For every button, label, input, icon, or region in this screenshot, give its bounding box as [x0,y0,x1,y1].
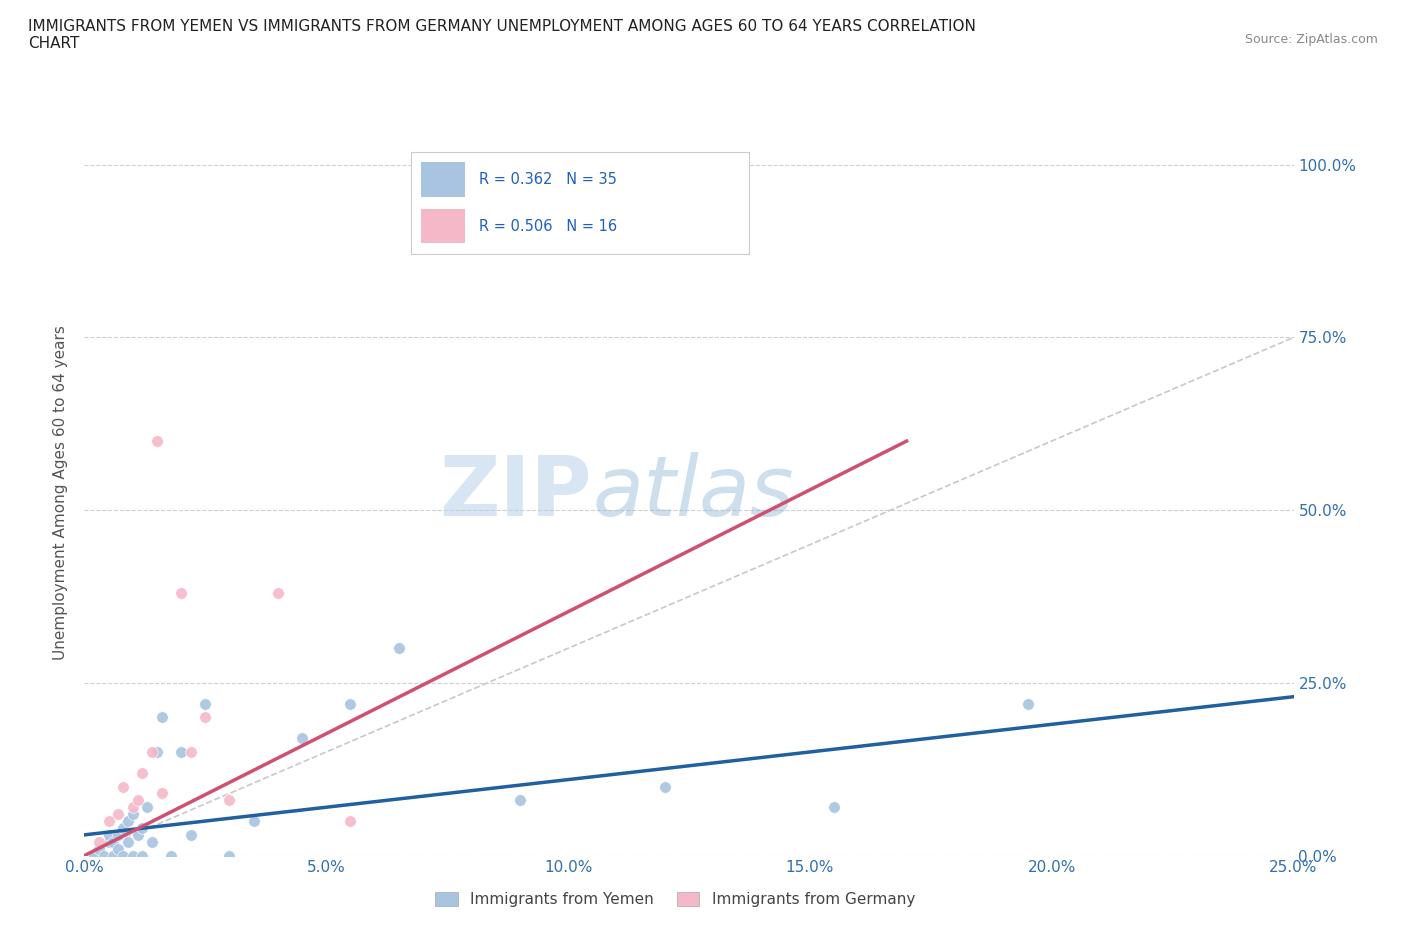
Point [117,834,139,849]
Point [83,848,105,863]
Point [127,828,149,843]
Point [141,745,163,760]
Point [107,828,129,843]
Text: Source: ZipAtlas.com: Source: ZipAtlas.com [1244,33,1378,46]
Legend: Immigrants from Yemen, Immigrants from Germany: Immigrants from Yemen, Immigrants from G… [429,885,921,913]
Point [112,848,135,863]
Point [150,710,173,724]
Point [146,745,169,760]
Text: ZIP: ZIP [440,452,592,534]
Text: atlas: atlas [592,452,794,534]
Point [170,745,193,760]
Point [180,745,202,760]
Point [180,828,202,843]
Point [107,806,129,821]
Point [509,793,531,808]
Point [112,820,135,835]
Point [131,848,153,863]
Point [823,800,845,815]
Point [121,806,143,821]
Point [117,814,139,829]
Point [87,834,110,849]
Point [103,848,125,863]
Point [170,586,193,601]
Point [121,848,143,863]
Point [97,828,120,843]
Y-axis label: Unemployment Among Ages 60 to 64 years: Unemployment Among Ages 60 to 64 years [53,326,69,660]
Point [339,697,361,711]
Point [136,800,159,815]
Point [150,786,173,801]
Point [388,641,411,656]
Point [93,848,115,863]
Point [242,814,264,829]
Text: IMMIGRANTS FROM YEMEN VS IMMIGRANTS FROM GERMANY UNEMPLOYMENT AMONG AGES 60 TO 6: IMMIGRANTS FROM YEMEN VS IMMIGRANTS FROM… [28,19,976,51]
Point [267,586,290,601]
Point [97,834,120,849]
Point [218,848,240,863]
Point [1017,697,1039,711]
Point [127,793,149,808]
Point [141,834,163,849]
Point [121,800,143,815]
Point [291,731,314,746]
Point [107,842,129,857]
Point [654,779,676,794]
Point [97,814,120,829]
Point [339,814,361,829]
Point [218,793,240,808]
Point [194,697,217,711]
Point [160,848,183,863]
Point [87,842,110,857]
Point [131,820,153,835]
Point [194,710,217,724]
Point [103,834,125,849]
Point [112,779,135,794]
Point [131,765,153,780]
Point [146,433,169,448]
